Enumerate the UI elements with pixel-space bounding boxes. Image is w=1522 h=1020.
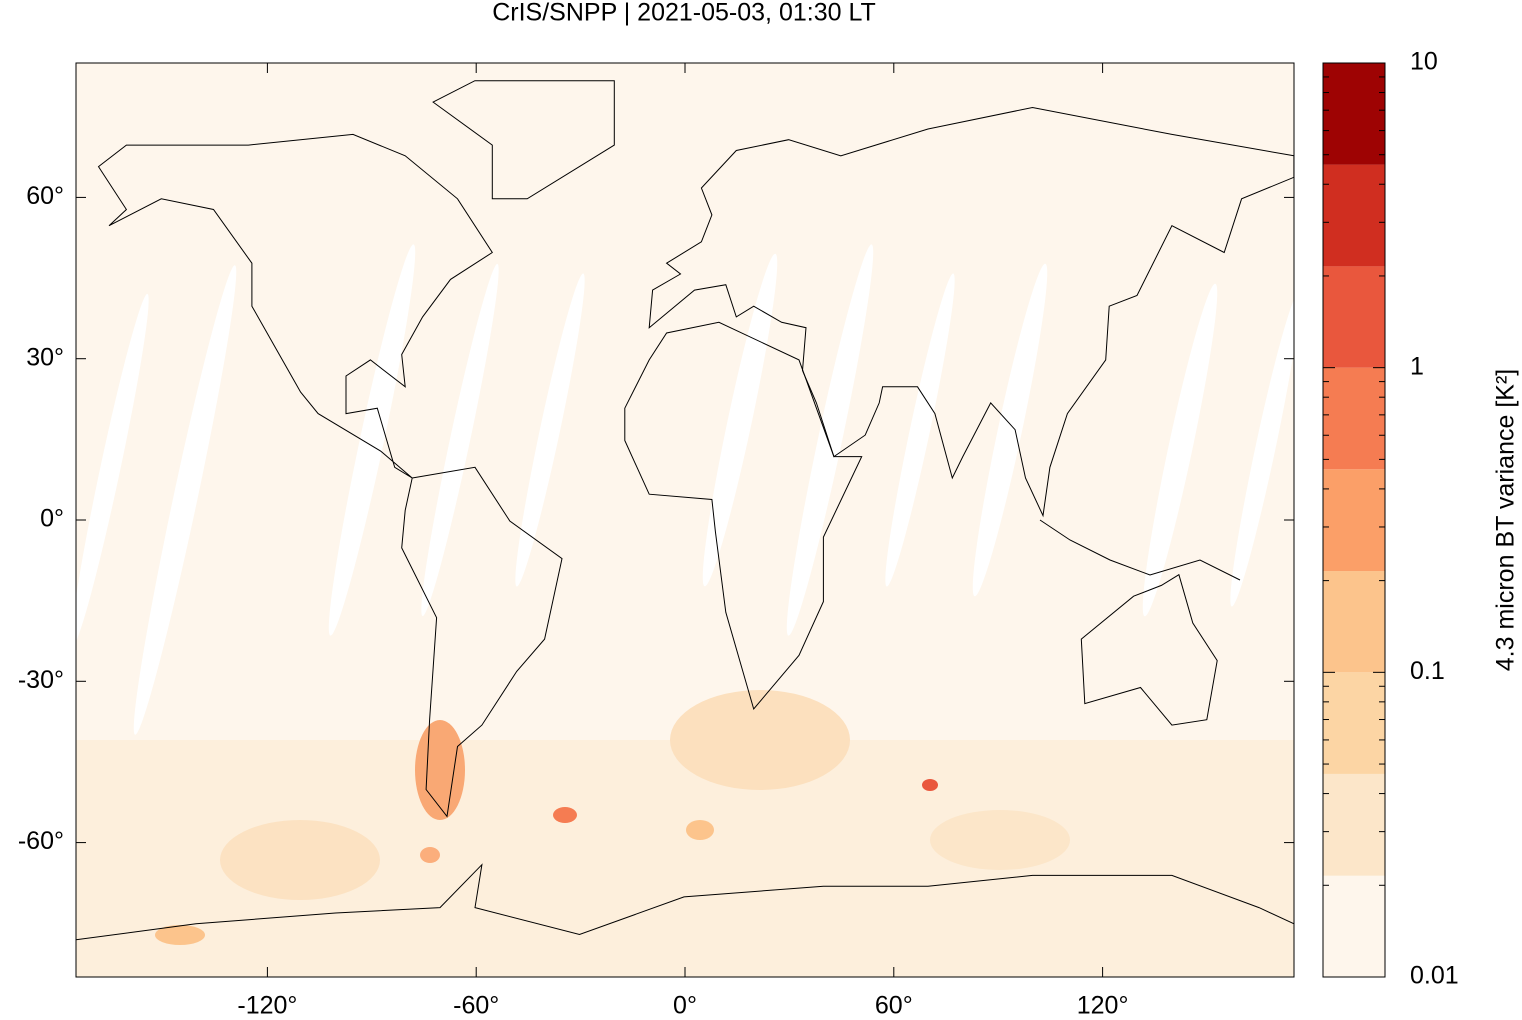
colorbar-band	[1323, 63, 1385, 165]
colorbar-band	[1323, 164, 1385, 267]
colorbar-band	[1323, 571, 1385, 673]
orbit-gaps	[76, 244, 1294, 735]
colorbar-band	[1323, 773, 1385, 876]
colorbar-tick-label: 10	[1410, 48, 1438, 76]
colorbar-band	[1323, 266, 1385, 368]
colorbar-tick-label: 1	[1410, 352, 1424, 380]
x-tick-label: 60°	[875, 992, 913, 1020]
y-tick-label: -60°	[18, 827, 64, 855]
colorbar-band	[1323, 367, 1385, 470]
colorbar-tick-label: 0.1	[1410, 657, 1445, 685]
y-tick-label: 60°	[26, 182, 64, 210]
colorbar-frame	[1322, 62, 1386, 978]
y-tick-label: 0°	[40, 505, 64, 533]
x-tick-label: 0°	[673, 992, 697, 1020]
x-tick-label: 120°	[1077, 992, 1129, 1020]
x-tick-label: -120°	[237, 992, 297, 1020]
coastlines	[76, 80, 1294, 941]
x-tick-label: -60°	[453, 992, 499, 1020]
colorbar-label: 4.3 micron BT variance [K²]	[1492, 369, 1520, 671]
y-tick-label: -30°	[18, 666, 64, 694]
colorbar-band	[1323, 875, 1385, 977]
southern-variance	[76, 690, 1294, 977]
colorbar-tick-label: 0.01	[1410, 962, 1459, 990]
chart-title: CrIS/SNPP | 2021-05-03, 01:30 LT	[492, 0, 876, 27]
map-field	[76, 80, 1294, 977]
y-tick-label: 30°	[26, 343, 64, 371]
colorbar-band	[1323, 469, 1385, 572]
colorbar-band	[1323, 672, 1385, 774]
